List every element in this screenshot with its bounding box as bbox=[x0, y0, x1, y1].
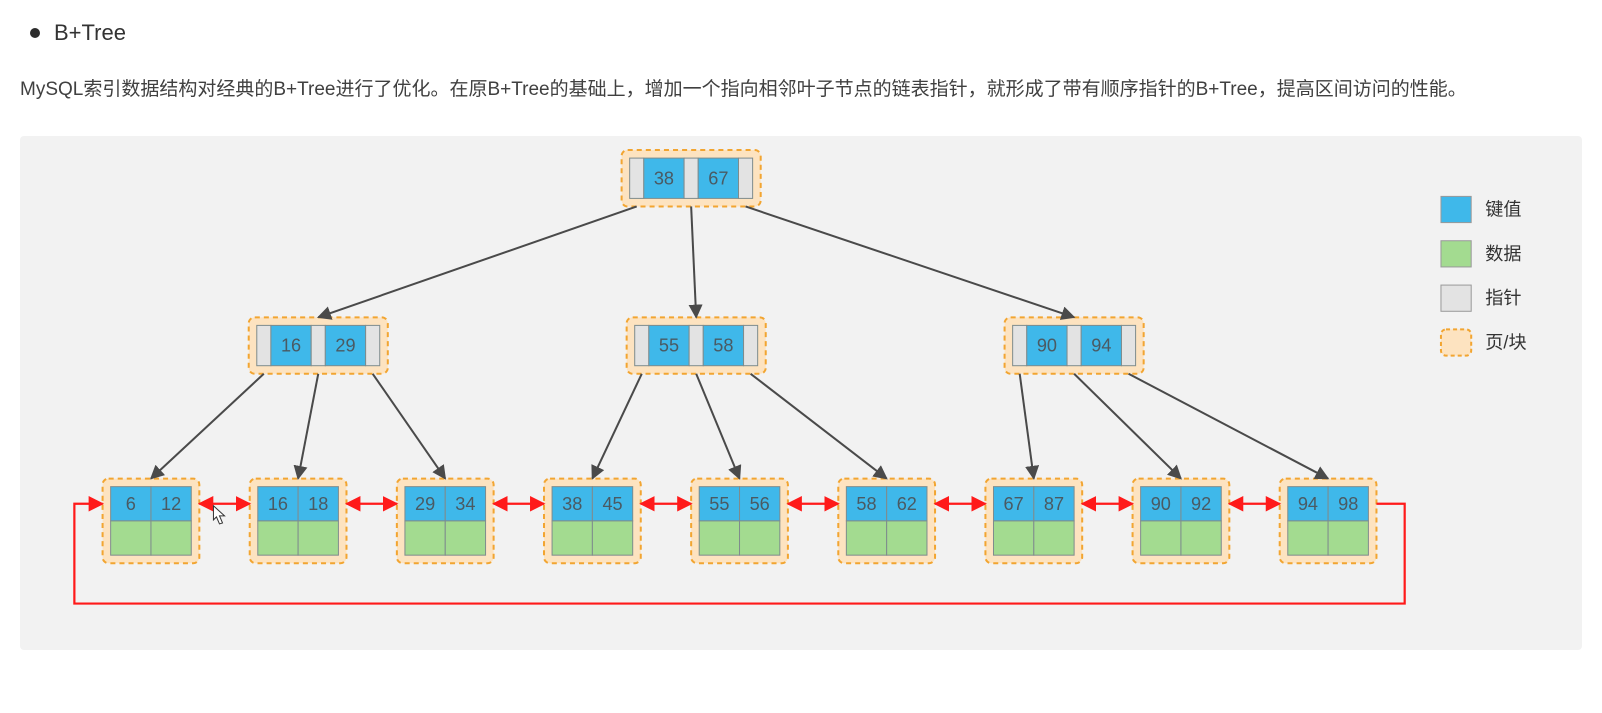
key-value: 58 bbox=[713, 335, 733, 355]
key-value: 62 bbox=[897, 494, 917, 514]
data-cell bbox=[1288, 521, 1328, 555]
title-text: B+Tree bbox=[54, 20, 126, 46]
key-value: 29 bbox=[415, 494, 435, 514]
tree-edge bbox=[691, 206, 696, 317]
data-cell bbox=[1141, 521, 1181, 555]
pointer-cell bbox=[1067, 325, 1081, 365]
pointer-cell bbox=[1121, 325, 1135, 365]
legend-pointer-label: 指针 bbox=[1485, 288, 1521, 308]
data-cell bbox=[405, 521, 445, 555]
key-value: 38 bbox=[562, 494, 582, 514]
key-value: 29 bbox=[335, 335, 355, 355]
tree-edge bbox=[696, 374, 739, 479]
legend-pointer-swatch bbox=[1441, 285, 1471, 311]
pointer-cell bbox=[739, 158, 753, 198]
legend-key-label: 键值 bbox=[1485, 199, 1521, 219]
data-cell bbox=[592, 521, 632, 555]
diagram-container: 38 67 16 29 55 58 90 94 6 12 16 18 29 34 38 45 55 56 58 62 6… bbox=[20, 136, 1582, 650]
data-cell bbox=[1181, 521, 1221, 555]
key-value: 90 bbox=[1151, 494, 1171, 514]
key-value: 45 bbox=[602, 494, 622, 514]
legend-key-swatch bbox=[1441, 196, 1471, 222]
tree-edge bbox=[592, 374, 641, 479]
key-value: 56 bbox=[750, 494, 770, 514]
bullet-icon bbox=[30, 28, 40, 38]
data-cell bbox=[151, 521, 191, 555]
pointer-cell bbox=[689, 325, 703, 365]
data-cell bbox=[111, 521, 151, 555]
bplustree-diagram: 38 67 16 29 55 58 90 94 6 12 16 18 29 34 38 45 55 56 58 62 6… bbox=[30, 146, 1572, 640]
pointer-cell bbox=[1013, 325, 1027, 365]
cursor-icon bbox=[213, 506, 224, 524]
tree-edge bbox=[373, 374, 446, 479]
tree-edge bbox=[1074, 374, 1181, 479]
section-heading: B+Tree bbox=[30, 20, 1582, 46]
pointer-cell bbox=[311, 325, 325, 365]
key-value: 94 bbox=[1298, 494, 1318, 514]
data-cell bbox=[445, 521, 485, 555]
pointer-cell bbox=[257, 325, 271, 365]
key-value: 87 bbox=[1044, 494, 1064, 514]
data-cell bbox=[740, 521, 780, 555]
tree-edge bbox=[298, 374, 318, 479]
legend-page-label: 页/块 bbox=[1485, 332, 1526, 352]
pointer-cell bbox=[684, 158, 698, 198]
data-cell bbox=[258, 521, 298, 555]
key-value: 16 bbox=[268, 494, 288, 514]
key-value: 16 bbox=[281, 335, 301, 355]
key-value: 34 bbox=[455, 494, 475, 514]
pointer-cell bbox=[635, 325, 649, 365]
pointer-cell bbox=[366, 325, 380, 365]
tree-edge bbox=[318, 206, 636, 317]
legend-data-swatch bbox=[1441, 241, 1471, 267]
key-value: 6 bbox=[126, 494, 136, 514]
key-value: 67 bbox=[708, 168, 728, 188]
description-text: MySQL索引数据结构对经典的B+Tree进行了优化。在原B+Tree的基础上，… bbox=[20, 70, 1582, 110]
legend-data-label: 数据 bbox=[1485, 244, 1521, 264]
pointer-cell bbox=[630, 158, 644, 198]
data-cell bbox=[993, 521, 1033, 555]
data-cell bbox=[1034, 521, 1074, 555]
key-value: 92 bbox=[1191, 494, 1211, 514]
key-value: 12 bbox=[161, 494, 181, 514]
tree-edge bbox=[1020, 374, 1034, 479]
tree-edge bbox=[751, 374, 887, 479]
pointer-cell bbox=[744, 325, 758, 365]
key-value: 18 bbox=[308, 494, 328, 514]
data-cell bbox=[699, 521, 739, 555]
tree-edge bbox=[746, 206, 1075, 317]
tree-edge bbox=[151, 374, 264, 479]
key-value: 90 bbox=[1037, 335, 1057, 355]
tree-edge bbox=[1129, 374, 1329, 479]
key-value: 38 bbox=[654, 168, 674, 188]
data-cell bbox=[552, 521, 592, 555]
key-value: 94 bbox=[1091, 335, 1111, 355]
key-value: 67 bbox=[1004, 494, 1024, 514]
key-value: 98 bbox=[1338, 494, 1358, 514]
legend-page-swatch bbox=[1441, 329, 1471, 355]
key-value: 55 bbox=[659, 335, 679, 355]
data-cell bbox=[298, 521, 338, 555]
key-value: 58 bbox=[856, 494, 876, 514]
data-cell bbox=[846, 521, 886, 555]
data-cell bbox=[1328, 521, 1368, 555]
data-cell bbox=[887, 521, 927, 555]
key-value: 55 bbox=[709, 494, 729, 514]
